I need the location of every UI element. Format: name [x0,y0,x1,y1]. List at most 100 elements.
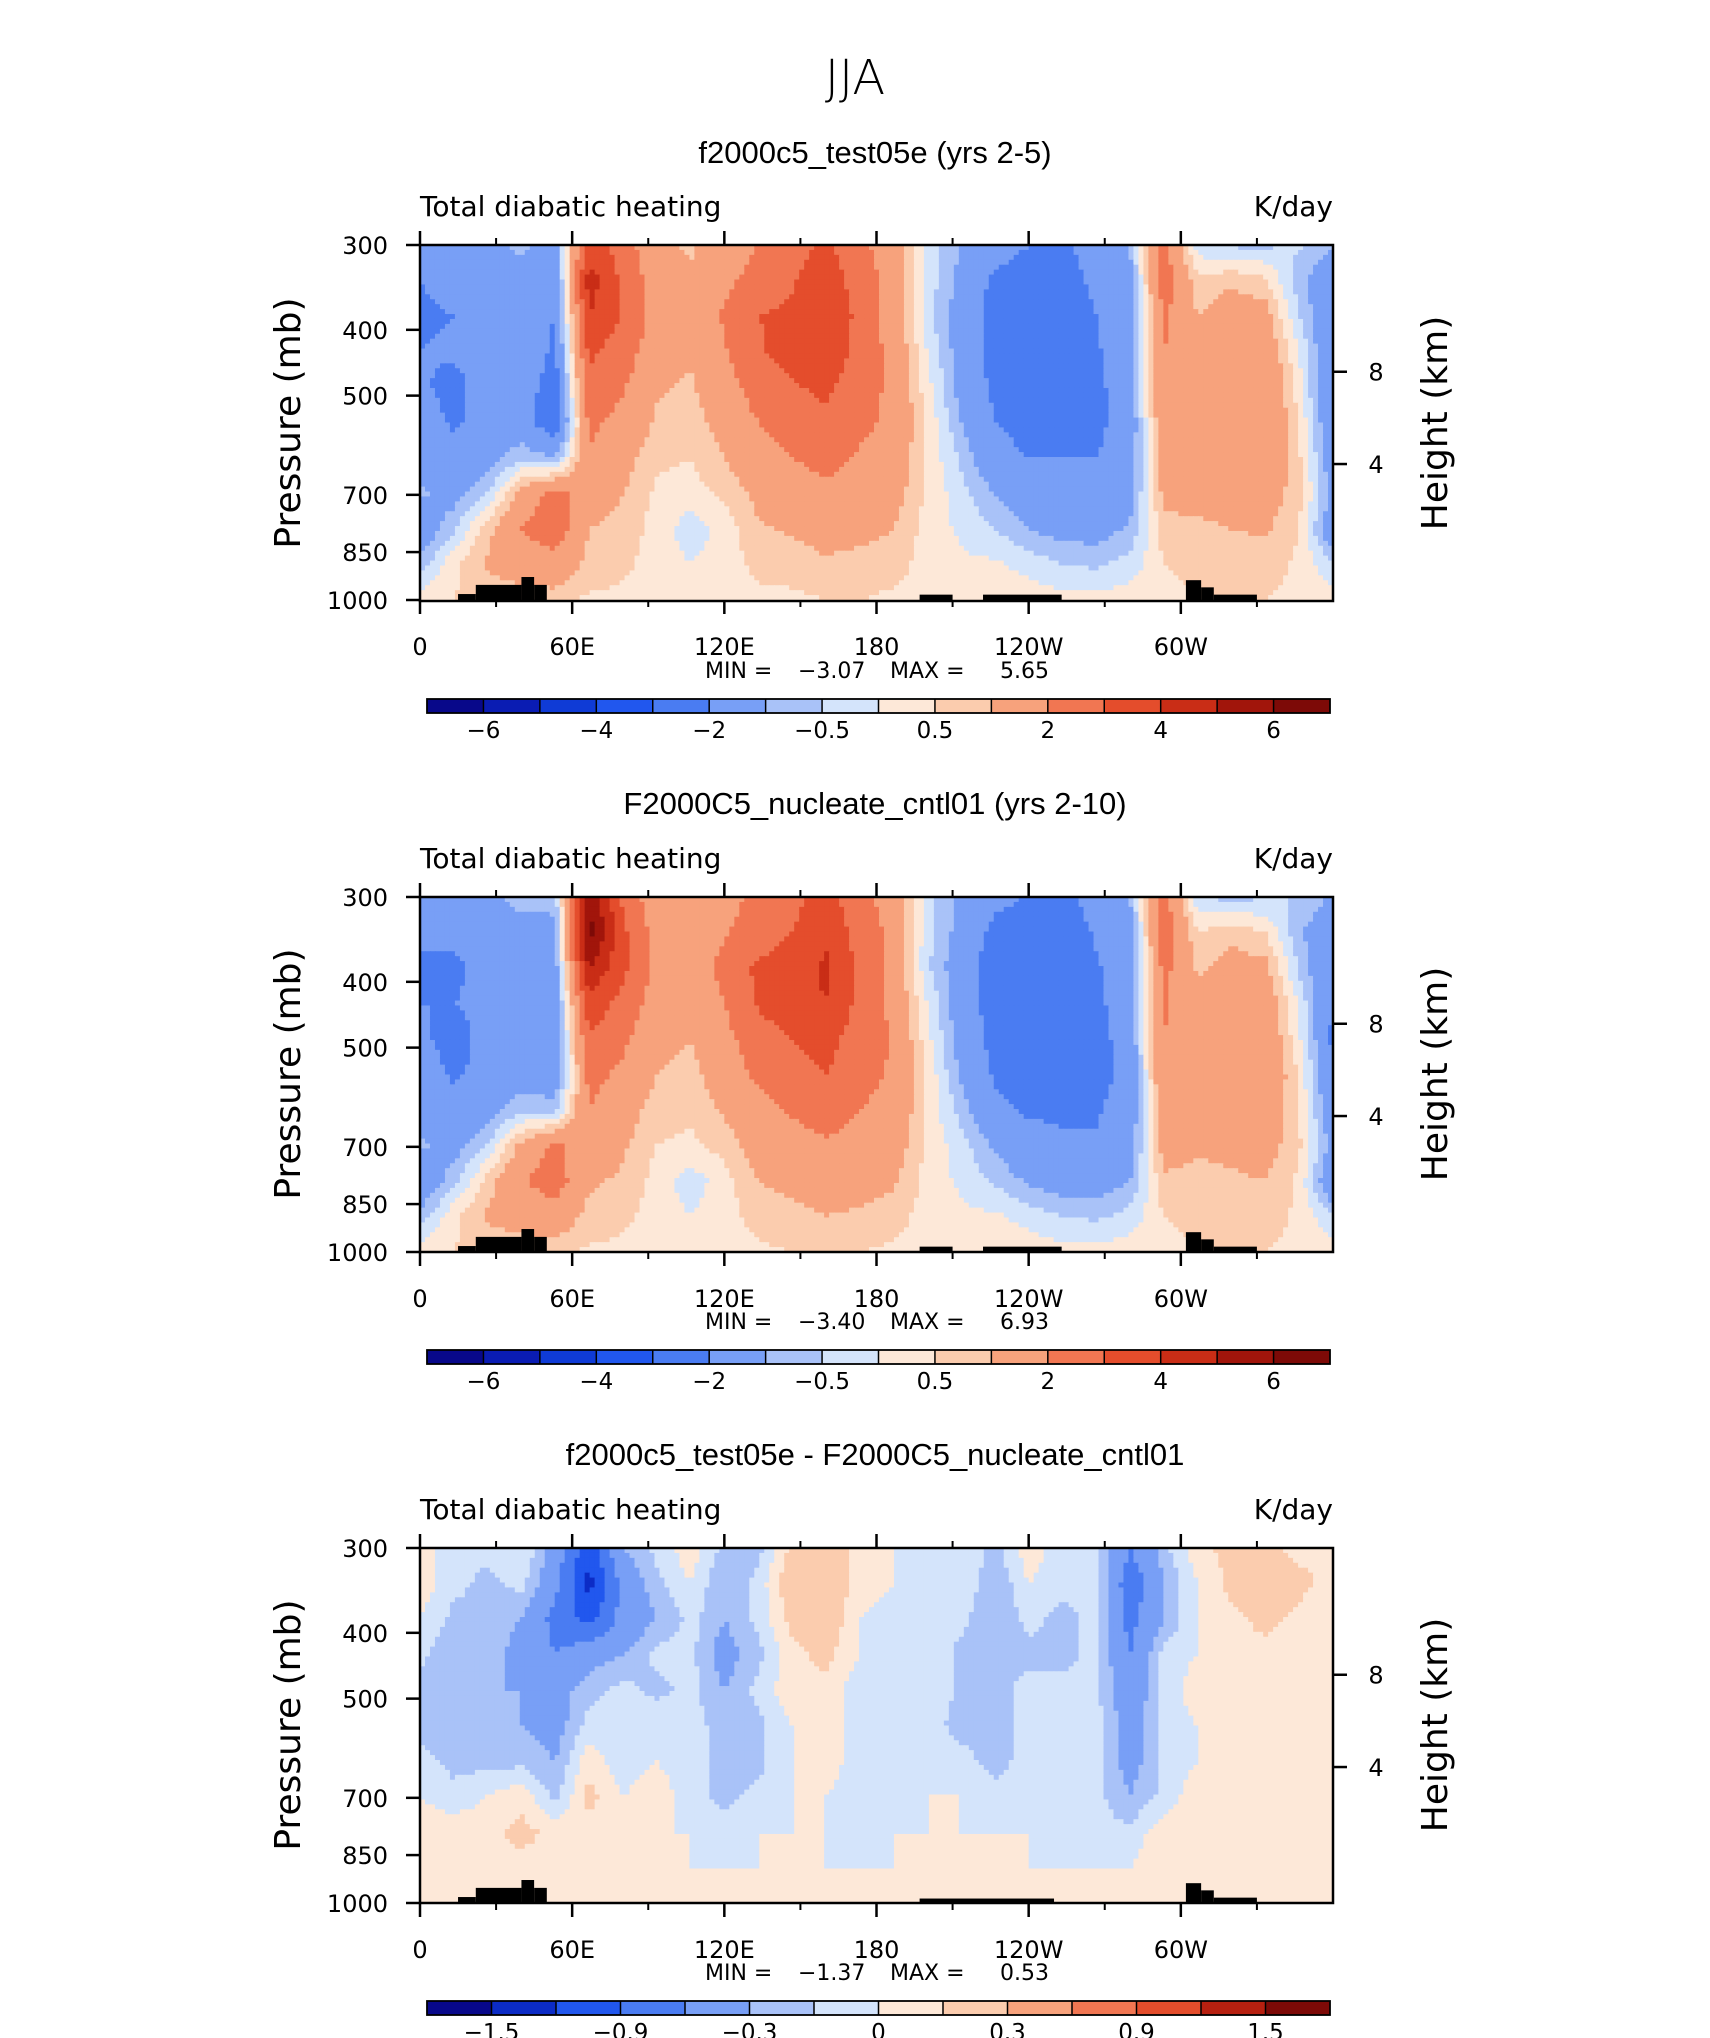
heatmap-cell [769,373,775,379]
heatmap-cell [973,254,980,261]
heatmap-cell [1083,289,1090,295]
heatmap-cell [629,333,636,340]
heatmap-cell [958,373,965,379]
heatmap-cell [874,304,880,310]
heatmap-cell [943,245,950,251]
heatmap-cell [1003,323,1010,330]
heatmap-cell [1168,338,1174,345]
heatmap-cell [1063,348,1070,355]
heatmap-cell [1018,353,1025,359]
heatmap-cell [1263,338,1269,345]
heatmap-cell [634,353,641,359]
heatmap-cell [854,318,860,325]
heatmap-cell [1183,368,1189,374]
heatmap-cell [749,299,755,305]
heatmap-cell [659,284,666,290]
heatmap-cell [709,299,715,305]
heatmap-cell [1183,309,1189,315]
heatmap-cell [933,259,940,266]
heatmap-cell [1328,343,1334,350]
heatmap-cell [1228,279,1234,286]
heatmap-cell [774,274,780,281]
heatmap-cell [809,294,815,300]
heatmap-cell [1058,358,1065,364]
heatmap-cell [983,323,990,330]
heatmap-cell [1133,309,1140,315]
heatmap-cell [589,269,596,276]
heatmap-cell [434,348,441,355]
heatmap-cell [1123,299,1130,305]
heatmap-cell [424,245,431,251]
heatmap-cell [1043,304,1050,310]
heatmap-cell [1228,333,1234,340]
heatmap-cell [534,314,541,320]
heatmap-cell [779,314,785,320]
heatmap-cell [859,274,865,281]
heatmap-cell [624,245,631,251]
heatmap-cell [809,318,815,325]
heatmap-cell [429,323,436,330]
heatmap-cell [1178,363,1184,369]
heatmap-cell [963,373,970,379]
heatmap-cell [474,348,481,355]
heatmap-cell [719,284,725,290]
heatmap-cell [1163,368,1169,374]
heatmap-cell [784,309,790,315]
heatmap-cell [639,368,646,374]
heatmap-cell [1053,274,1060,281]
heatmap-cell [1228,245,1234,251]
heatmap-cell [704,245,710,251]
heatmap-cell [968,343,975,350]
heatmap-cell [1258,289,1264,295]
heatmap-cell [864,249,870,256]
heatmap-cell [1183,264,1189,271]
heatmap-cell [1223,264,1229,271]
heatmap-cell [1258,249,1264,256]
heatmap-cell [1033,368,1040,374]
heatmap-cell [774,314,780,320]
heatmap-cell [489,378,496,384]
heatmap-cell [1233,368,1239,374]
heatmap-cell [579,363,586,369]
heatmap-cell [1143,289,1150,295]
heatmap-cell [679,254,686,261]
heatmap-cell [654,274,661,281]
heatmap-cell [854,323,860,330]
heatmap-cell [574,368,581,374]
heatmap-cell [1243,259,1249,266]
heatmap-cell [864,314,870,320]
heatmap-cell [938,289,945,295]
heatmap-cell [1188,348,1194,355]
heatmap-cell [1218,269,1224,276]
heatmap-cell [1053,328,1060,335]
heatmap-cell [1263,318,1269,325]
heatmap-cell [1233,259,1239,266]
heatmap-cell [724,373,730,379]
heatmap-cell [874,249,880,256]
heatmap-cell [684,249,691,256]
heatmap-cell [534,363,541,369]
heatmap-cell [594,378,601,384]
heatmap-cell [1313,245,1319,251]
heatmap-cell [744,328,750,335]
heatmap-cell [933,343,940,350]
heatmap-cell [1073,338,1080,345]
heatmap-cell [1093,368,1100,374]
heatmap-cell [499,259,506,266]
heatmap-cell [883,338,890,345]
heatmap-cell [1203,309,1209,315]
heatmap-cell [918,318,925,325]
heatmap-cell [604,289,611,295]
heatmap-cell [1058,348,1065,355]
heatmap-cell [569,363,576,369]
heatmap-cell [504,373,511,379]
heatmap-cell [804,304,810,310]
heatmap-cell [1058,328,1065,335]
heatmap-cell [1318,323,1324,330]
heatmap-cell [509,338,516,345]
heatmap-cell [1063,254,1070,261]
heatmap-cell [669,378,676,384]
heatmap-cell [1073,333,1080,340]
heatmap-cell [829,289,835,295]
heatmap-cell [1253,274,1259,281]
